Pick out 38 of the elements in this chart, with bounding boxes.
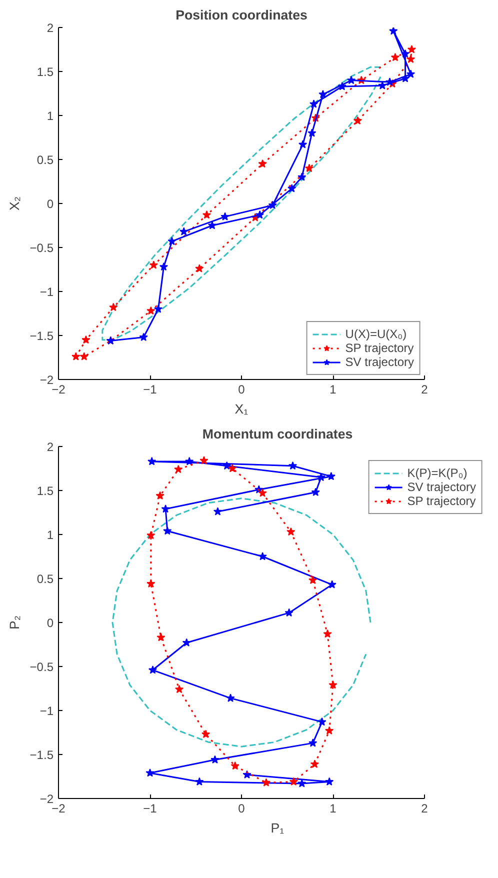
- x-tick-label: 0: [238, 382, 246, 396]
- y-tick-label: 0: [46, 616, 54, 630]
- x-tick-label: 2: [421, 802, 428, 816]
- y-tick-label: 0.5: [36, 153, 54, 167]
- y-tick-label: 1: [46, 528, 54, 542]
- y-tick-label: 0: [46, 197, 54, 211]
- y-tick-label: 1.5: [36, 484, 54, 498]
- legend-label: K(P)=K(P₀): [407, 466, 468, 480]
- x-tick-label: −1: [143, 802, 158, 816]
- y-tick-label: 2: [46, 440, 54, 454]
- y-tick-label: −2: [40, 792, 54, 806]
- legend-label: SP trajectory: [407, 494, 476, 508]
- y-tick-label: 2: [46, 21, 54, 35]
- x-tick-label: 1: [330, 802, 337, 816]
- y-tick-label: 1.5: [36, 65, 54, 79]
- x-axis-title: P₁: [270, 820, 285, 836]
- y-axis-title: X₂: [6, 196, 22, 211]
- y-tick-label: −1: [40, 704, 54, 718]
- y-tick-label: −1.5: [30, 329, 54, 343]
- y-tick-label: 0.5: [36, 572, 54, 586]
- x-tick-label: −1: [143, 382, 158, 396]
- x-tick-label: 0: [238, 802, 246, 816]
- legend-label: U(X)=U(X₀): [345, 327, 407, 341]
- chart-title: Position coordinates: [176, 8, 308, 22]
- chart-title: Momentum coordinates: [202, 426, 353, 442]
- y-axis-title: P₂: [6, 615, 22, 630]
- legend-label: SV trajectory: [345, 355, 414, 369]
- y-tick-label: −1.5: [30, 748, 54, 762]
- y-tick-label: −1: [40, 285, 54, 299]
- x-axis-title: X₁: [234, 402, 249, 416]
- y-tick-label: −0.5: [30, 660, 54, 674]
- x-tick-label: 2: [421, 382, 428, 396]
- legend-label: SV trajectory: [407, 480, 476, 494]
- y-tick-label: −2: [40, 373, 54, 387]
- x-tick-label: 1: [330, 382, 337, 396]
- legend-label: SP trajectory: [345, 341, 414, 355]
- y-tick-label: −0.5: [30, 241, 54, 255]
- y-tick-label: 1: [46, 109, 54, 123]
